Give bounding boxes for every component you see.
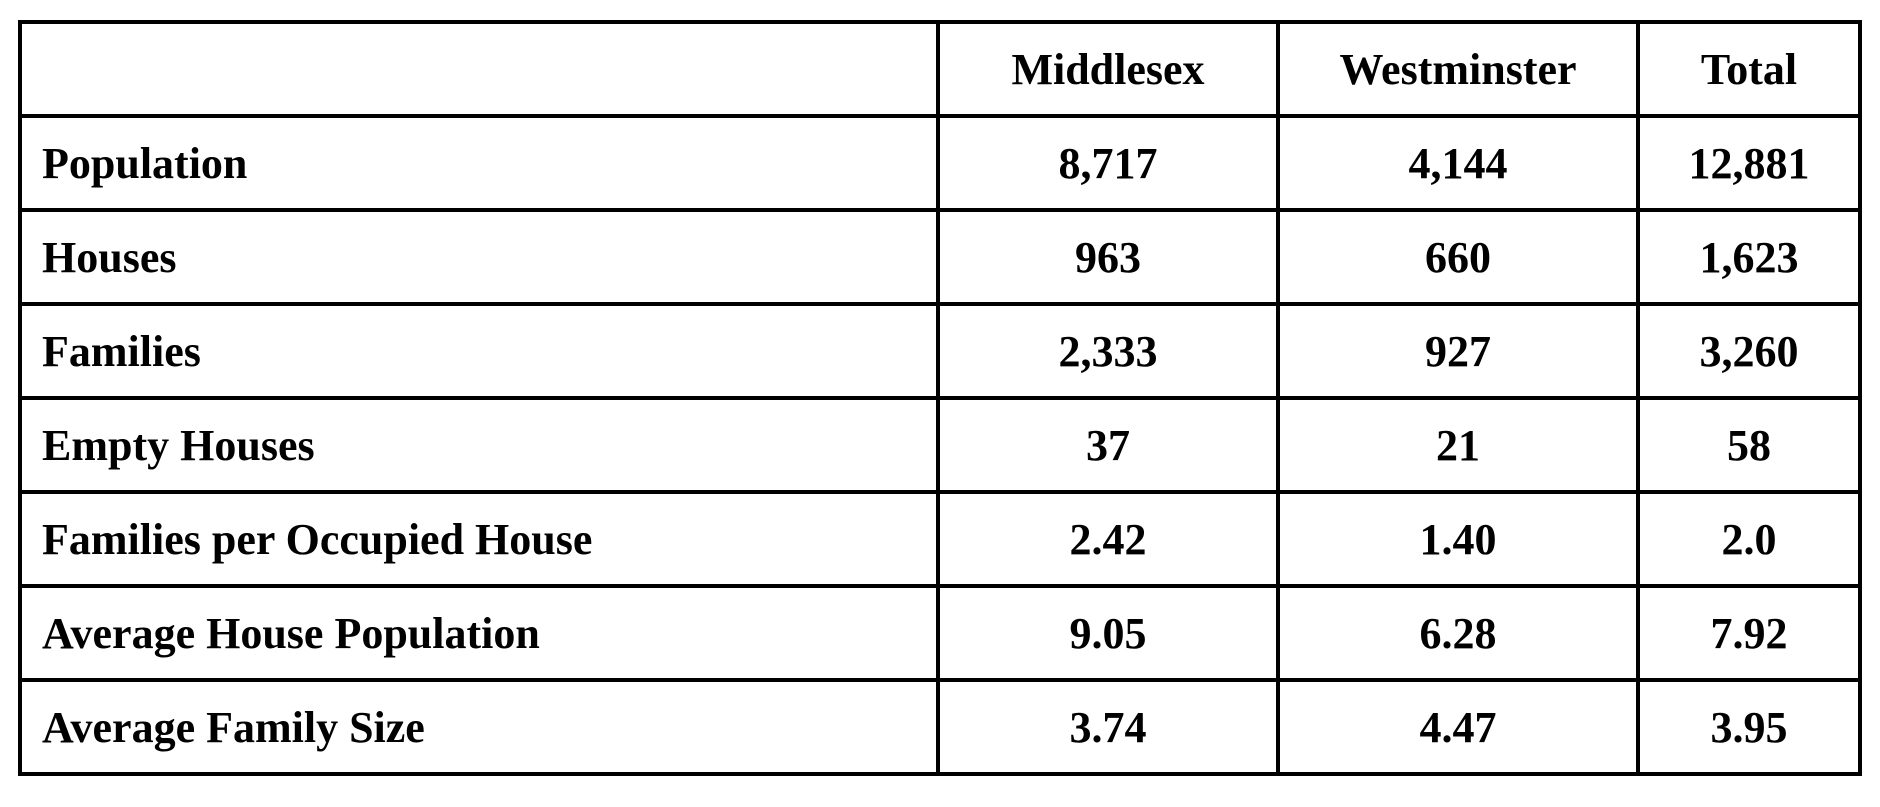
table-row: Average Family Size 3.74 4.47 3.95 [20, 680, 1860, 774]
cell-total: 12,881 [1638, 116, 1860, 210]
row-label: Families [20, 304, 938, 398]
cell-westminster: 21 [1278, 398, 1638, 492]
row-label: Average House Population [20, 586, 938, 680]
cell-westminster: 660 [1278, 210, 1638, 304]
table-row: Population 8,717 4,144 12,881 [20, 116, 1860, 210]
cell-middlesex: 8,717 [938, 116, 1278, 210]
row-label: Population [20, 116, 938, 210]
cell-middlesex: 2.42 [938, 492, 1278, 586]
header-empty [20, 22, 938, 116]
cell-total: 7.92 [1638, 586, 1860, 680]
cell-total: 3,260 [1638, 304, 1860, 398]
header-total: Total [1638, 22, 1860, 116]
row-label: Houses [20, 210, 938, 304]
cell-westminster: 4,144 [1278, 116, 1638, 210]
cell-middlesex: 9.05 [938, 586, 1278, 680]
cell-middlesex: 963 [938, 210, 1278, 304]
table-row: Empty Houses 37 21 58 [20, 398, 1860, 492]
table-row: Families per Occupied House 2.42 1.40 2.… [20, 492, 1860, 586]
table-row: Families 2,333 927 3,260 [20, 304, 1860, 398]
cell-westminster: 927 [1278, 304, 1638, 398]
cell-westminster: 1.40 [1278, 492, 1638, 586]
table-header-row: Middlesex Westminster Total [20, 22, 1860, 116]
row-label: Average Family Size [20, 680, 938, 774]
cell-middlesex: 3.74 [938, 680, 1278, 774]
row-label: Empty Houses [20, 398, 938, 492]
cell-westminster: 6.28 [1278, 586, 1638, 680]
cell-total: 1,623 [1638, 210, 1860, 304]
cell-total: 58 [1638, 398, 1860, 492]
table-row: Average House Population 9.05 6.28 7.92 [20, 586, 1860, 680]
header-middlesex: Middlesex [938, 22, 1278, 116]
cell-middlesex: 37 [938, 398, 1278, 492]
cell-westminster: 4.47 [1278, 680, 1638, 774]
cell-total: 3.95 [1638, 680, 1860, 774]
header-westminster: Westminster [1278, 22, 1638, 116]
data-table: Middlesex Westminster Total Population 8… [18, 20, 1862, 776]
cell-middlesex: 2,333 [938, 304, 1278, 398]
table-row: Houses 963 660 1,623 [20, 210, 1860, 304]
row-label: Families per Occupied House [20, 492, 938, 586]
cell-total: 2.0 [1638, 492, 1860, 586]
